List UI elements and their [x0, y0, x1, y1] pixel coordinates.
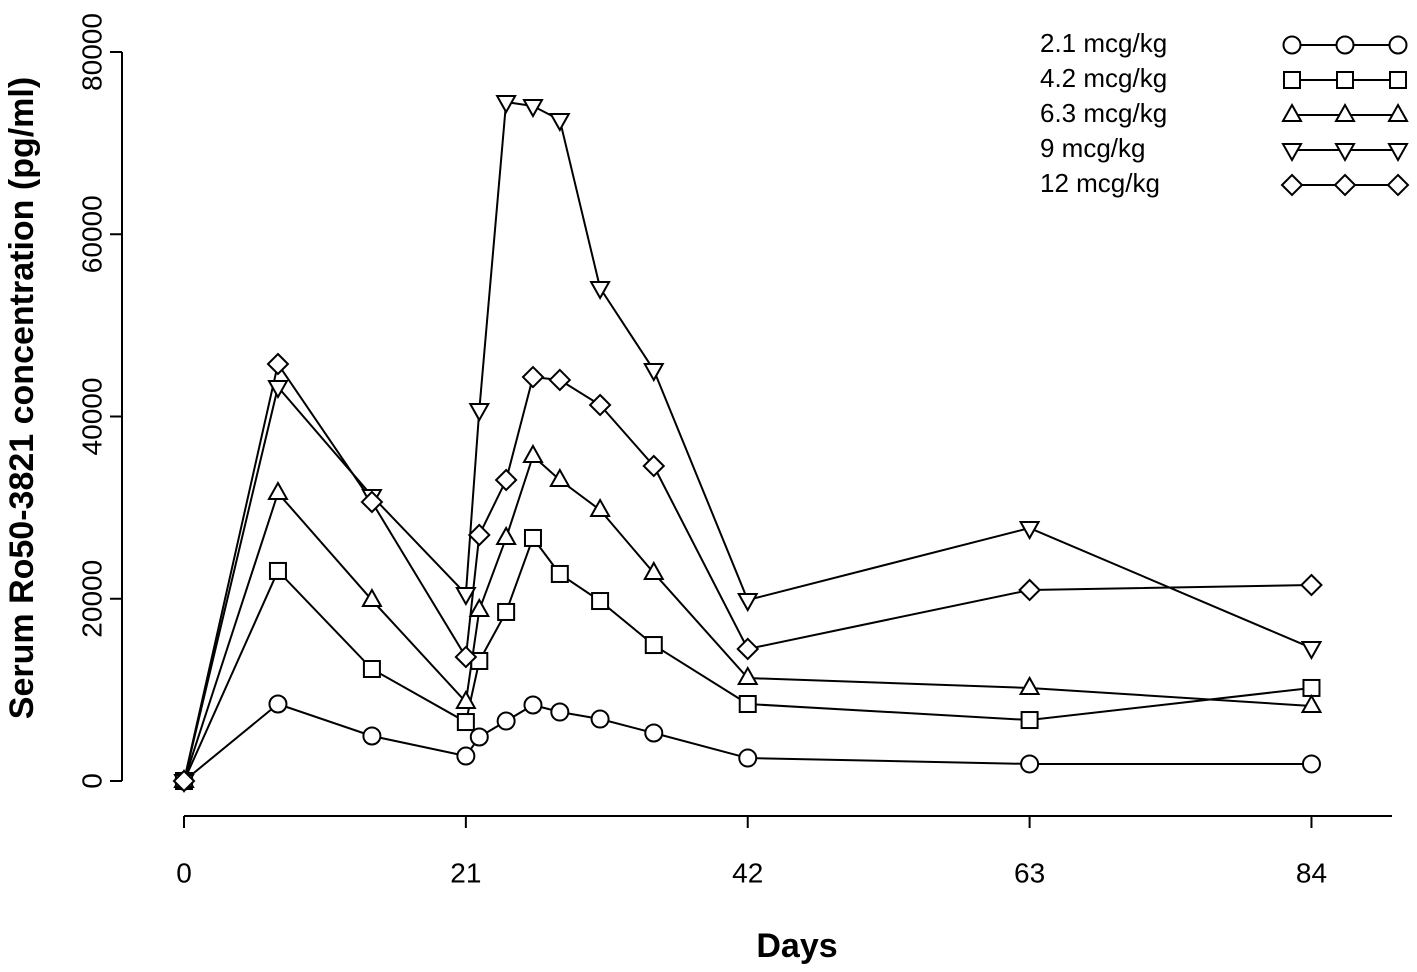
legend-marker — [1387, 143, 1409, 163]
x-axis-title: Days — [756, 927, 837, 965]
y-tick-label: 40000 — [76, 378, 107, 456]
data-point — [1020, 754, 1040, 774]
data-point — [362, 660, 381, 679]
data-point — [737, 593, 759, 613]
data-point — [1020, 711, 1039, 730]
data-point — [267, 481, 289, 501]
legend-marker — [1335, 35, 1355, 55]
y-tick-label: 0 — [76, 773, 107, 789]
data-point — [456, 746, 476, 766]
data-point — [642, 454, 666, 478]
data-point — [495, 95, 517, 115]
data-point — [361, 587, 383, 608]
data-point — [643, 560, 665, 580]
data-point — [644, 723, 664, 743]
data-point — [588, 393, 612, 417]
x-tick-label: 42 — [732, 857, 763, 888]
data-point — [550, 564, 569, 583]
legend-label: 4.2 mcg/kg — [1040, 63, 1167, 93]
data-point — [496, 711, 516, 731]
y-tick-label: 80000 — [76, 13, 107, 91]
legend-marker — [1333, 173, 1357, 197]
data-point — [268, 694, 288, 714]
data-point — [590, 709, 610, 729]
data-point — [494, 468, 518, 492]
data-point — [362, 726, 382, 746]
x-tick-label: 0 — [176, 857, 192, 888]
legend-marker — [1280, 173, 1304, 197]
legend-label: 6.3 mcg/kg — [1040, 98, 1167, 128]
data-point — [549, 467, 571, 488]
data-point — [468, 403, 490, 423]
data-point — [522, 443, 544, 463]
legend-label: 2.1 mcg/kg — [1040, 28, 1167, 58]
data-point — [268, 561, 287, 580]
data-point — [737, 665, 759, 686]
x-tick-label: 21 — [450, 857, 481, 888]
legend-marker — [1388, 35, 1408, 55]
data-point — [267, 379, 289, 400]
data-point — [1018, 675, 1041, 695]
data-point — [172, 769, 196, 793]
data-point — [455, 587, 477, 607]
data-point — [495, 525, 517, 545]
legend-marker — [1389, 71, 1407, 89]
data-point — [589, 281, 611, 301]
data-point — [644, 636, 663, 655]
data-point — [548, 368, 572, 392]
data-point — [549, 112, 571, 133]
x-tick-label: 63 — [1014, 857, 1045, 888]
data-point — [1300, 693, 1323, 714]
data-point — [522, 99, 544, 119]
data-point — [497, 602, 516, 621]
data-point — [1302, 678, 1321, 697]
data-point — [738, 694, 757, 713]
data-point — [454, 645, 478, 669]
legend-marker — [1334, 143, 1356, 163]
data-point — [589, 497, 611, 517]
data-point — [468, 597, 490, 617]
data-point — [456, 713, 475, 732]
legend-marker — [1387, 102, 1409, 122]
data-point — [1018, 578, 1042, 602]
data-point — [1300, 640, 1323, 660]
data-point — [523, 695, 543, 715]
legend-marker — [1334, 102, 1356, 122]
data-point — [591, 592, 610, 611]
series-line — [183, 454, 1312, 782]
x-tick-label: 84 — [1296, 857, 1327, 888]
legend-marker — [1336, 71, 1354, 89]
data-point — [643, 363, 665, 383]
series-line — [183, 361, 1312, 782]
data-point — [360, 490, 384, 514]
legend-marker — [1386, 173, 1410, 197]
y-tick-label: 20000 — [76, 560, 107, 638]
y-tick-label: 60000 — [76, 195, 107, 273]
data-point — [1301, 754, 1321, 774]
data-point — [455, 689, 477, 709]
data-point — [1300, 573, 1323, 597]
data-point — [738, 748, 758, 768]
legend-label: 12 mcg/kg — [1040, 168, 1160, 198]
legend-label: 9 mcg/kg — [1040, 133, 1146, 163]
legend-marker — [1282, 35, 1302, 55]
data-point — [523, 528, 542, 547]
data-point — [550, 702, 570, 722]
legend-marker — [1281, 143, 1303, 163]
legend-marker — [1283, 71, 1301, 89]
data-point — [1018, 521, 1041, 541]
data-point — [266, 352, 290, 376]
data-point — [469, 727, 489, 747]
data-point — [467, 523, 491, 547]
data-point — [521, 365, 545, 389]
y-axis-title: Serum Ro50-3821 concentration (pg/ml) — [3, 77, 41, 719]
legend-marker — [1281, 102, 1303, 122]
data-point — [736, 637, 760, 661]
series-line — [183, 702, 1312, 782]
